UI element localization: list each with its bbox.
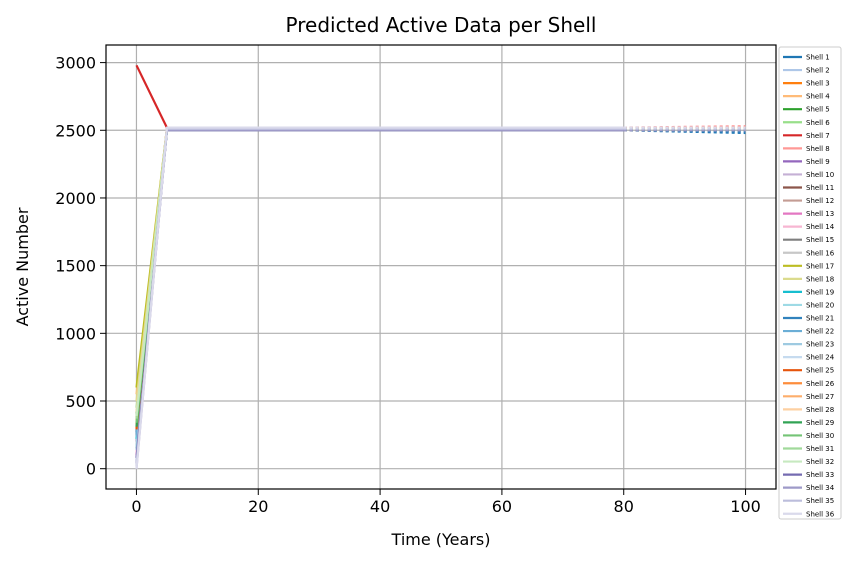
legend-label: Shell 8 <box>806 145 830 153</box>
legend-entry: Shell 19 <box>783 288 834 296</box>
legend-label: Shell 23 <box>806 341 834 349</box>
legend-box <box>778 46 842 520</box>
legend-label: Shell 17 <box>806 262 834 270</box>
legend-entry: Shell 8 <box>783 145 830 153</box>
y-tick-label: 1500 <box>55 257 96 276</box>
series-lines <box>135 64 746 469</box>
legend-label: Shell 13 <box>806 210 834 218</box>
legend-entry: Shell 25 <box>783 367 834 375</box>
legend-entry: Shell 10 <box>783 171 834 179</box>
legend-label: Shell 18 <box>806 275 834 283</box>
legend-entry: Shell 6 <box>783 119 830 127</box>
legend-entry: Shell 21 <box>783 315 834 323</box>
legend-label: Shell 31 <box>806 445 834 453</box>
legend-label: Shell 25 <box>806 367 834 375</box>
x-tick-label: 20 <box>248 497 268 516</box>
legend-label: Shell 29 <box>806 419 834 427</box>
y-tick-label: 2500 <box>55 121 96 140</box>
legend-entry: Shell 18 <box>783 275 834 283</box>
legend-label: Shell 1 <box>806 54 830 62</box>
legend-label: Shell 5 <box>806 106 830 114</box>
legend-label: Shell 9 <box>806 158 830 166</box>
legend-entry: Shell 7 <box>783 132 830 140</box>
y-tick-label: 1000 <box>55 324 96 343</box>
legend-label: Shell 30 <box>806 432 834 440</box>
legend-entry: Shell 33 <box>783 471 834 479</box>
legend-label: Shell 28 <box>806 406 834 414</box>
legend-label: Shell 24 <box>806 354 835 362</box>
legend-label: Shell 4 <box>806 93 830 101</box>
legend-label: Shell 14 <box>806 223 835 231</box>
x-tick-label: 40 <box>370 497 390 516</box>
legend-label: Shell 2 <box>806 67 830 75</box>
legend-entry: Shell 13 <box>783 210 834 218</box>
x-tick-label: 80 <box>614 497 634 516</box>
legend-entry: Shell 9 <box>783 158 830 166</box>
legend-label: Shell 20 <box>806 301 834 309</box>
x-axis-title: Time (Years) <box>391 530 491 549</box>
legend-entry: Shell 26 <box>783 380 835 388</box>
legend-entry: Shell 17 <box>783 262 834 270</box>
legend: Shell 1 Shell 2 Shell 3 Shell 4 Shell 5 Shell… <box>778 46 842 520</box>
legend-entry: Shell 32 <box>783 458 834 466</box>
legend-entry: Shell 2 <box>783 67 830 75</box>
plot-area-frame <box>105 44 777 490</box>
legend-label: Shell 26 <box>806 380 835 388</box>
legend-entry: Shell 15 <box>783 236 834 244</box>
legend-label: Shell 6 <box>806 119 830 127</box>
legend-entry: Shell 16 <box>783 249 835 257</box>
legend-entry: Shell 4 <box>783 93 830 101</box>
chart-title: Predicted Active Data per Shell <box>286 13 597 37</box>
legend-label: Shell 33 <box>806 471 834 479</box>
legend-label: Shell 10 <box>806 171 834 179</box>
legend-entry: Shell 12 <box>783 197 834 205</box>
legend-entry: Shell 5 <box>783 106 830 114</box>
legend-entry: Shell 3 <box>783 80 830 88</box>
legend-entry: Shell 31 <box>783 445 834 453</box>
legend-label: Shell 36 <box>806 510 835 518</box>
legend-entry: Shell 27 <box>783 393 834 401</box>
x-tick-label: 100 <box>730 497 761 516</box>
y-tick-label: 0 <box>86 460 96 479</box>
legend-entry: Shell 36 <box>783 510 835 518</box>
legend-entry: Shell 24 <box>783 354 835 362</box>
legend-label: Shell 34 <box>806 484 835 492</box>
legend-entry: Shell 35 <box>783 497 834 505</box>
y-axis-title: Active Number <box>13 207 32 326</box>
legend-label: Shell 19 <box>806 288 834 296</box>
y-tick-label: 2000 <box>55 189 96 208</box>
legend-entry: Shell 11 <box>783 184 834 192</box>
series-line-shell-36 <box>135 126 624 469</box>
legend-entry: Shell 14 <box>783 223 835 231</box>
legend-entry: Shell 29 <box>783 419 834 427</box>
legend-entry: Shell 30 <box>783 432 834 440</box>
legend-label: Shell 27 <box>806 393 834 401</box>
legend-entry: Shell 23 <box>783 341 834 349</box>
legend-label: Shell 22 <box>806 328 834 336</box>
x-tick-label: 60 <box>492 497 512 516</box>
y-tick-label: 3000 <box>55 54 96 73</box>
legend-label: Shell 3 <box>806 80 830 88</box>
x-tick-label: 0 <box>131 497 141 516</box>
legend-label: Shell 15 <box>806 236 834 244</box>
legend-label: Shell 11 <box>806 184 834 192</box>
legend-entry: Shell 20 <box>783 301 834 309</box>
y-tick-label: 500 <box>65 392 96 411</box>
legend-label: Shell 32 <box>806 458 834 466</box>
legend-entries: Shell 1 Shell 2 Shell 3 Shell 4 Shell 5 Shell… <box>783 54 835 518</box>
legend-label: Shell 21 <box>806 315 834 323</box>
legend-label: Shell 7 <box>806 132 830 140</box>
legend-label: Shell 35 <box>806 497 834 505</box>
legend-label: Shell 16 <box>806 249 835 257</box>
legend-label: Shell 12 <box>806 197 834 205</box>
legend-entry: Shell 1 <box>783 54 830 62</box>
legend-entry: Shell 34 <box>783 484 835 492</box>
legend-entry: Shell 28 <box>783 406 834 414</box>
legend-entry: Shell 22 <box>783 328 834 336</box>
